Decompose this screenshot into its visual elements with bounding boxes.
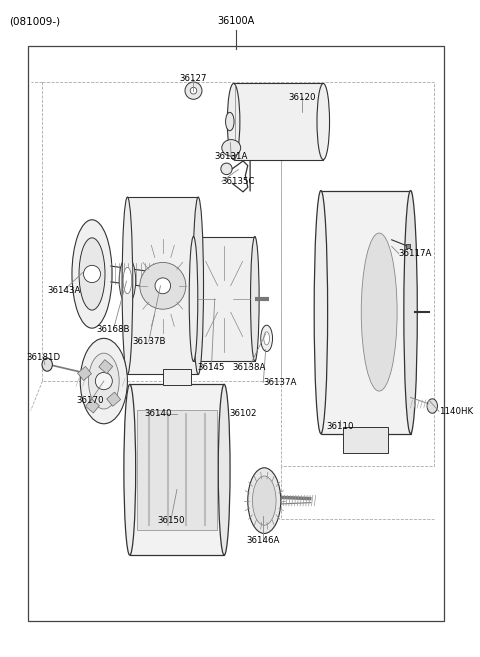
Text: 36170: 36170	[77, 396, 104, 405]
Text: 36150: 36150	[157, 516, 185, 525]
Text: (081009-): (081009-)	[10, 16, 60, 26]
Text: 36137A: 36137A	[264, 378, 297, 387]
Text: 36137B: 36137B	[132, 337, 166, 346]
Text: 36146A: 36146A	[247, 536, 280, 545]
Bar	[130, 384, 224, 555]
Text: 36100A: 36100A	[217, 16, 254, 26]
Text: 36127: 36127	[180, 74, 207, 83]
Circle shape	[140, 262, 186, 309]
Ellipse shape	[261, 325, 273, 351]
Bar	[99, 359, 113, 374]
Ellipse shape	[189, 237, 198, 361]
Text: 36145: 36145	[198, 363, 225, 373]
Ellipse shape	[88, 353, 119, 409]
Text: 36143A: 36143A	[47, 286, 80, 295]
Ellipse shape	[119, 258, 136, 304]
Text: 36138A: 36138A	[232, 363, 265, 373]
Ellipse shape	[264, 332, 269, 345]
Bar	[107, 392, 120, 406]
Bar	[137, 410, 217, 530]
Ellipse shape	[122, 197, 133, 374]
Ellipse shape	[123, 267, 132, 294]
Ellipse shape	[248, 468, 281, 533]
Circle shape	[155, 278, 170, 294]
Circle shape	[84, 265, 100, 283]
Text: 36110: 36110	[326, 422, 354, 431]
Ellipse shape	[361, 233, 397, 391]
Bar	[321, 191, 410, 434]
Ellipse shape	[314, 191, 328, 434]
Text: 36181D: 36181D	[26, 353, 60, 362]
Ellipse shape	[218, 384, 230, 555]
Circle shape	[190, 87, 197, 94]
Ellipse shape	[193, 197, 204, 374]
Circle shape	[185, 82, 202, 99]
Ellipse shape	[404, 191, 417, 434]
Ellipse shape	[252, 476, 276, 526]
Ellipse shape	[124, 384, 136, 555]
Ellipse shape	[222, 140, 240, 156]
Bar	[127, 197, 198, 374]
Text: 36131A: 36131A	[215, 152, 248, 161]
Text: 36168B: 36168B	[96, 325, 130, 334]
Text: 36140: 36140	[144, 409, 172, 419]
Ellipse shape	[251, 237, 259, 361]
Text: 1140HK: 1140HK	[439, 407, 473, 416]
Bar	[78, 367, 92, 380]
Circle shape	[96, 373, 112, 390]
Ellipse shape	[317, 83, 330, 160]
Circle shape	[221, 163, 232, 175]
Ellipse shape	[80, 338, 127, 424]
Ellipse shape	[79, 238, 105, 310]
Bar	[28, 46, 444, 621]
Bar	[234, 83, 323, 160]
Text: 36120: 36120	[288, 93, 316, 102]
Ellipse shape	[427, 399, 437, 413]
Ellipse shape	[42, 358, 52, 371]
Ellipse shape	[226, 112, 234, 131]
Bar	[193, 237, 255, 361]
Ellipse shape	[228, 83, 240, 160]
Text: 36102: 36102	[229, 409, 257, 419]
Text: 36135C: 36135C	[222, 177, 255, 186]
Ellipse shape	[72, 220, 112, 328]
FancyBboxPatch shape	[343, 427, 388, 453]
Text: 36117A: 36117A	[399, 249, 432, 258]
Bar	[85, 399, 99, 413]
Bar	[163, 369, 191, 385]
